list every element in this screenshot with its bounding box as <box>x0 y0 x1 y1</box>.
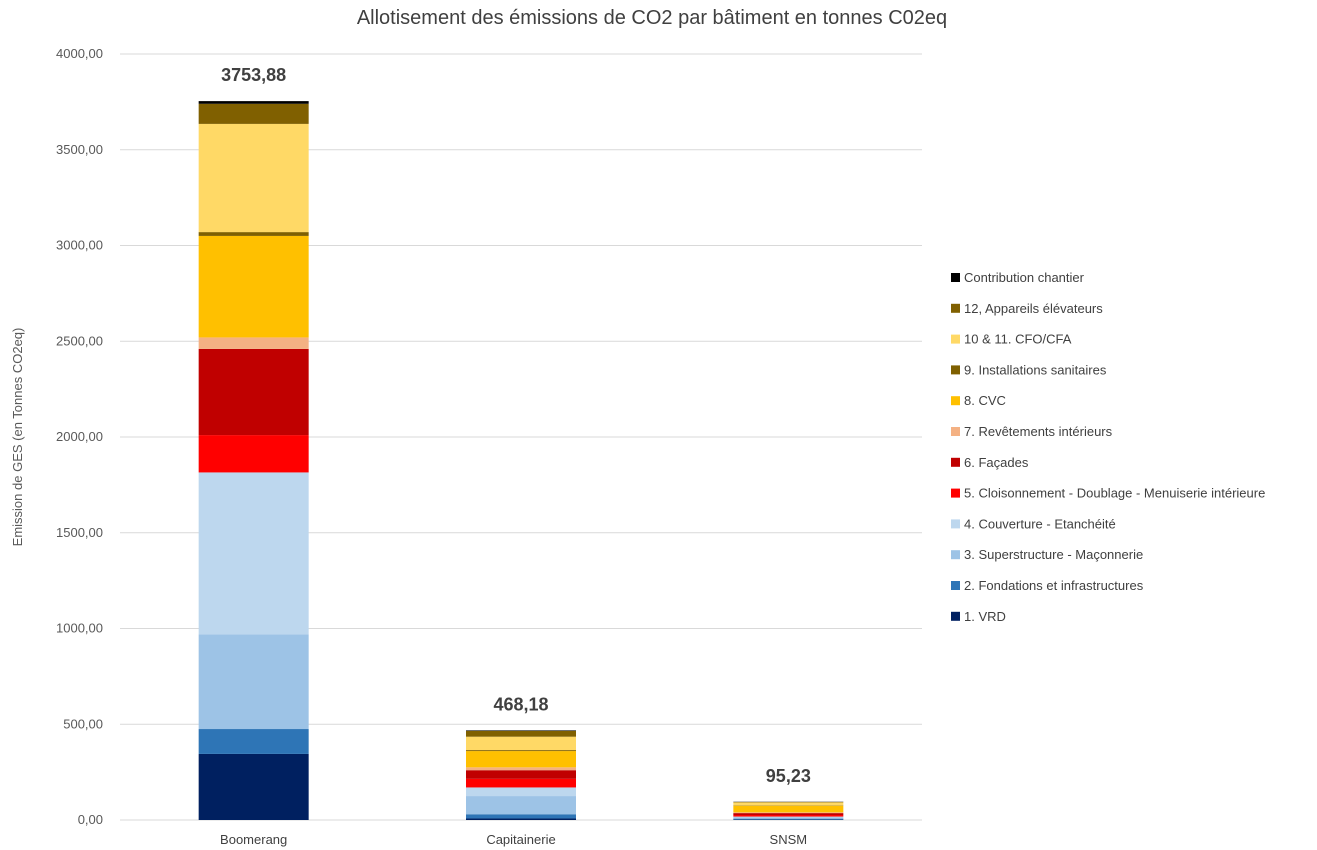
bar-segment <box>733 815 844 817</box>
legend-item: 7. Revêtements intérieurs <box>951 424 1113 439</box>
bar-segment <box>198 123 309 233</box>
legend-label: 5. Cloisonnement - Doublage - Menuiserie… <box>964 486 1265 501</box>
legend-item: 5. Cloisonnement - Doublage - Menuiserie… <box>951 486 1265 501</box>
legend-item: 10 & 11. CFO/CFA <box>951 332 1072 347</box>
bar-stack-snsm <box>733 801 844 820</box>
legend-swatch <box>951 303 960 313</box>
bar-stack-capitainerie <box>466 730 576 820</box>
legend-swatch <box>951 488 960 498</box>
bar-segment <box>733 817 844 819</box>
y-axis-ticks: 0,00 500,00 1000,00 1500,00 2000,00 2500,00 30… <box>56 46 103 827</box>
legend-label: 12, Appareils élévateurs <box>964 301 1103 316</box>
bar-segment <box>466 767 576 771</box>
legend-label: 2. Fondations et infrastructures <box>964 578 1144 593</box>
legend-swatch <box>951 365 960 375</box>
y-tick-label: 3000,00 <box>56 238 103 253</box>
bars <box>198 101 844 820</box>
legend-item: 12, Appareils élévateurs <box>951 301 1103 316</box>
legend-item: 2. Fondations et infrastructures <box>951 578 1144 593</box>
y-tick-label: 3500,00 <box>56 142 103 157</box>
bar-segment <box>466 814 576 819</box>
legend-label: 10 & 11. CFO/CFA <box>964 332 1072 347</box>
legend-label: 1. VRD <box>964 609 1006 624</box>
y-tick-label: 1000,00 <box>56 621 103 636</box>
x-category-label: Capitainerie <box>486 832 555 847</box>
legend-item: 9. Installations sanitaires <box>951 362 1107 377</box>
total-labels: 3753,88 468,18 95,23 <box>221 65 811 786</box>
bar-segment <box>198 337 309 349</box>
bar-segment <box>198 729 309 754</box>
bar-segment <box>466 751 576 768</box>
y-tick-label: 2500,00 <box>56 333 103 348</box>
legend-label: Contribution chantier <box>964 270 1085 285</box>
bar-segment <box>466 818 576 820</box>
total-label: 468,18 <box>493 694 548 714</box>
legend-label: 6. Façades <box>964 455 1029 470</box>
bar-segment <box>198 235 309 338</box>
legend-item: 1. VRD <box>951 609 1006 624</box>
bar-segment <box>733 802 844 806</box>
legend-label: 9. Installations sanitaires <box>964 362 1107 377</box>
legend-item: 3. Superstructure - Maçonnerie <box>951 547 1143 562</box>
legend-item: 4. Couverture - Etanchéité <box>951 516 1116 531</box>
bar-segment <box>733 805 844 813</box>
bar-segment <box>198 232 309 236</box>
x-category-label: Boomerang <box>220 832 287 847</box>
legend-item: Contribution chantier <box>951 270 1085 285</box>
total-label: 95,23 <box>766 766 811 786</box>
legend-item: 6. Façades <box>951 455 1029 470</box>
bar-segment <box>198 634 309 730</box>
bar-segment <box>466 730 576 737</box>
bar-segment <box>198 103 309 124</box>
legend-label: 3. Superstructure - Maçonnerie <box>964 547 1143 562</box>
bar-segment <box>466 787 576 797</box>
y-axis-label: Emission de GES (en Tonnes CO2eq) <box>10 328 25 547</box>
y-tick-label: 0,00 <box>78 812 103 827</box>
bar-segment <box>466 750 576 752</box>
legend-label: 7. Revêtements intérieurs <box>964 424 1113 439</box>
bar-segment <box>198 101 309 104</box>
legend: Contribution chantier 12, Appareils éléva… <box>951 270 1265 624</box>
bar-segment <box>198 348 309 436</box>
bar-segment <box>733 818 844 820</box>
bar-stack-boomerang <box>198 101 309 820</box>
x-axis-categories: Boomerang Capitainerie SNSM <box>220 832 807 847</box>
legend-swatch <box>951 334 960 344</box>
legend-swatch <box>951 581 960 590</box>
legend-label: 8. CVC <box>964 393 1006 408</box>
y-tick-label: 500,00 <box>63 716 103 731</box>
legend-label: 4. Couverture - Etanchéité <box>964 516 1116 531</box>
y-tick-label: 4000,00 <box>56 46 103 61</box>
y-tick-label: 1500,00 <box>56 525 103 540</box>
legend-swatch <box>951 519 960 529</box>
bar-segment <box>466 778 576 788</box>
bar-segment <box>466 770 576 779</box>
legend-swatch <box>951 396 960 406</box>
x-category-label: SNSM <box>770 832 808 847</box>
legend-swatch <box>951 427 960 436</box>
y-tick-label: 2000,00 <box>56 429 103 444</box>
bar-segment <box>198 753 309 820</box>
bar-segment <box>466 730 576 731</box>
bar-segment <box>733 813 844 816</box>
legend-swatch <box>951 550 960 560</box>
legend-swatch <box>951 273 960 282</box>
legend-item: 8. CVC <box>951 393 1006 408</box>
chart-title: Allotisement des émissions de CO2 par bâ… <box>357 7 947 29</box>
total-label: 3753,88 <box>221 65 286 85</box>
bar-segment <box>733 816 844 818</box>
bar-segment <box>733 812 844 814</box>
bar-segment <box>198 472 309 635</box>
legend-swatch <box>951 457 960 467</box>
bar-segment <box>466 796 576 815</box>
bar-segment <box>198 435 309 473</box>
bar-segment <box>466 736 576 751</box>
legend-swatch <box>951 611 960 621</box>
